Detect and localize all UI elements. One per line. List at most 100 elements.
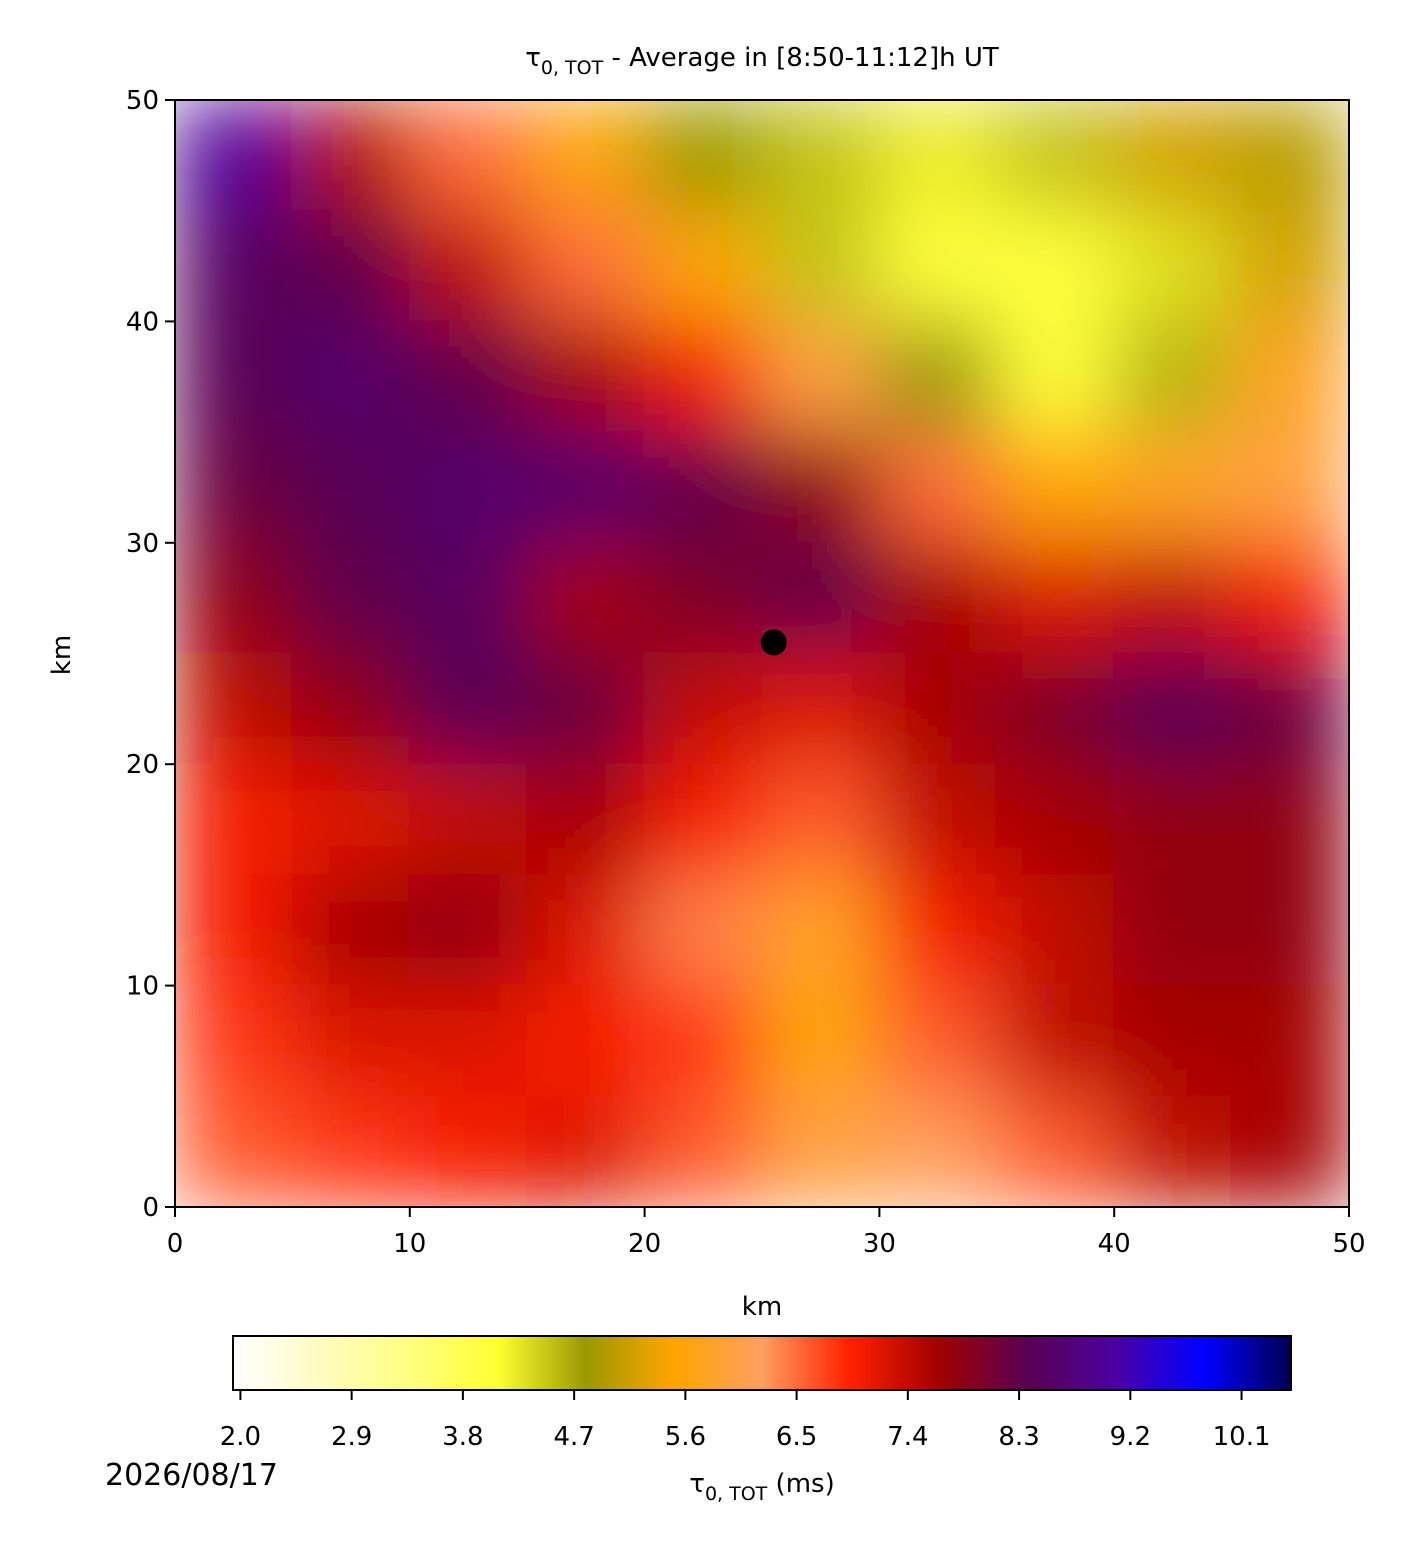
x-tick-label: 50 bbox=[1332, 1229, 1365, 1259]
cell bbox=[761, 209, 881, 323]
chart-title: τ0, TOT - Average in [8:50-11:12]h UT bbox=[525, 43, 999, 79]
cell bbox=[878, 1095, 998, 1207]
y-tick-label: 10 bbox=[126, 972, 159, 1002]
cell bbox=[1113, 100, 1233, 212]
y-tick-label: 50 bbox=[126, 86, 159, 116]
cell bbox=[1230, 541, 1349, 655]
clabel-text: (ms) bbox=[767, 1469, 834, 1499]
cell bbox=[995, 1095, 1116, 1207]
cell bbox=[408, 541, 529, 655]
cell bbox=[291, 652, 411, 766]
cell bbox=[526, 431, 646, 544]
cell bbox=[878, 541, 998, 655]
colorbar-tick-label: 6.5 bbox=[776, 1422, 817, 1452]
cell bbox=[761, 873, 881, 987]
colorbar-tick-label: 4.7 bbox=[553, 1422, 594, 1452]
date: 2026/08/17 bbox=[105, 1458, 278, 1493]
x-axis-label: km bbox=[742, 1292, 782, 1322]
cell bbox=[291, 209, 411, 323]
cell bbox=[761, 1095, 881, 1207]
cell bbox=[643, 100, 763, 212]
cell bbox=[1113, 1095, 1233, 1207]
colorbar-tick-label: 2.9 bbox=[331, 1422, 372, 1452]
y-tick-label: 40 bbox=[126, 307, 159, 337]
colorbar-tick-label: 3.8 bbox=[442, 1422, 483, 1452]
y-tick-label: 0 bbox=[142, 1193, 159, 1223]
cell bbox=[175, 763, 294, 876]
colorbar-tick-label: 9.2 bbox=[1110, 1422, 1151, 1452]
colorbar-tick-label: 8.3 bbox=[998, 1422, 1039, 1452]
cell bbox=[175, 431, 294, 544]
colorbar-tick-label: 5.6 bbox=[665, 1422, 706, 1452]
cell bbox=[1113, 320, 1233, 434]
cell bbox=[175, 1095, 294, 1207]
cell bbox=[995, 100, 1116, 212]
cell bbox=[1230, 100, 1349, 212]
cell bbox=[878, 431, 998, 544]
cell bbox=[1230, 652, 1349, 766]
title-subscript: 0, TOT bbox=[541, 57, 604, 79]
cell bbox=[761, 431, 881, 544]
cell bbox=[878, 209, 998, 323]
cell bbox=[526, 1095, 646, 1207]
cell bbox=[761, 100, 881, 212]
cell bbox=[1113, 209, 1233, 323]
cell bbox=[1230, 1095, 1349, 1207]
cell bbox=[175, 541, 294, 655]
cell bbox=[1113, 984, 1233, 1098]
cell bbox=[526, 652, 646, 766]
cell bbox=[995, 431, 1116, 544]
cell bbox=[878, 763, 998, 876]
cell bbox=[408, 209, 529, 323]
cell bbox=[175, 100, 294, 212]
cell bbox=[643, 431, 763, 544]
marker-point bbox=[760, 629, 787, 656]
cell bbox=[1230, 431, 1349, 544]
cell bbox=[408, 873, 529, 987]
cell bbox=[175, 652, 294, 766]
cell bbox=[526, 541, 646, 655]
cell bbox=[175, 209, 294, 323]
cell bbox=[643, 984, 763, 1098]
cell bbox=[1113, 873, 1233, 987]
cell bbox=[408, 652, 529, 766]
cell bbox=[643, 873, 763, 987]
title-symbol: τ bbox=[525, 43, 541, 73]
cell bbox=[643, 541, 763, 655]
cell bbox=[878, 652, 998, 766]
cell bbox=[1230, 763, 1349, 876]
cell bbox=[408, 1095, 529, 1207]
colorbar-label: τ0, TOT (ms) bbox=[689, 1469, 834, 1505]
cell bbox=[291, 1095, 411, 1207]
x-tick-label: 0 bbox=[167, 1229, 184, 1259]
plot-frame bbox=[174, 99, 1350, 1208]
cell bbox=[643, 652, 763, 766]
cell bbox=[526, 873, 646, 987]
cells bbox=[175, 100, 1349, 1207]
cell bbox=[761, 984, 881, 1098]
cell bbox=[1113, 652, 1233, 766]
cell bbox=[1113, 541, 1233, 655]
cell bbox=[1113, 763, 1233, 876]
cell bbox=[175, 984, 294, 1098]
cell bbox=[408, 100, 529, 212]
cell bbox=[995, 984, 1116, 1098]
cell bbox=[526, 320, 646, 434]
cell bbox=[995, 873, 1116, 987]
cell bbox=[643, 209, 763, 323]
cell bbox=[175, 320, 294, 434]
cell bbox=[995, 320, 1116, 434]
colorbar-tick-label: 2.0 bbox=[220, 1422, 261, 1452]
cell bbox=[761, 652, 881, 766]
cell bbox=[526, 984, 646, 1098]
y-tick-label: 20 bbox=[126, 750, 159, 780]
x-tick-label: 30 bbox=[863, 1229, 896, 1259]
cell bbox=[1230, 320, 1349, 434]
cell bbox=[878, 873, 998, 987]
cell bbox=[995, 209, 1116, 323]
x-tick-label: 40 bbox=[1098, 1229, 1131, 1259]
cell bbox=[761, 763, 881, 876]
x-tick-label: 10 bbox=[393, 1229, 426, 1259]
cell bbox=[878, 984, 998, 1098]
